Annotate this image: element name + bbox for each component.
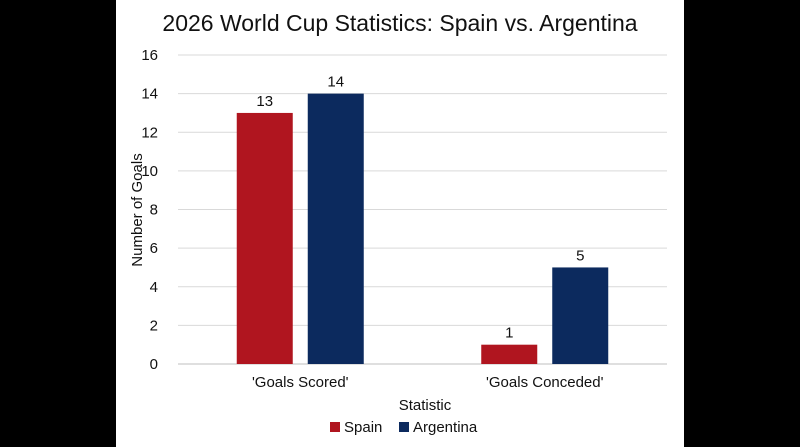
legend-label-spain: Spain bbox=[344, 419, 382, 436]
bars bbox=[236, 93, 609, 364]
y-tick-label: 14 bbox=[141, 86, 158, 103]
bar-spain-0 bbox=[236, 112, 293, 364]
y-tick-label: 12 bbox=[141, 124, 158, 141]
legend-swatch-spain bbox=[330, 422, 340, 432]
x-axis-ticks: 'Goals Scored' 'Goals Conceded' bbox=[252, 374, 604, 391]
y-tick-label: 16 bbox=[141, 47, 158, 64]
y-tick-label: 0 bbox=[150, 356, 158, 373]
x-tick-label: 'Goals Scored' bbox=[252, 374, 349, 391]
legend-swatch-argentina bbox=[399, 422, 409, 432]
y-axis-ticks: 0 2 4 6 8 10 12 14 16 bbox=[141, 47, 158, 373]
bar-argentina-1 bbox=[552, 267, 609, 364]
chart-title: 2026 World Cup Statistics: Spain vs. Arg… bbox=[162, 10, 637, 36]
y-tick-label: 4 bbox=[150, 279, 158, 296]
data-label: 5 bbox=[576, 247, 584, 264]
x-tick-label: 'Goals Conceded' bbox=[486, 374, 604, 391]
y-axis-title: Number of Goals bbox=[129, 153, 146, 266]
y-tick-label: 6 bbox=[150, 240, 158, 257]
data-label: 1 bbox=[505, 325, 513, 342]
y-tick-label: 2 bbox=[150, 317, 158, 334]
chart-panel: 2026 World Cup Statistics: Spain vs. Arg… bbox=[116, 0, 684, 447]
legend: Spain Argentina bbox=[330, 419, 478, 436]
bar-spain-1 bbox=[481, 344, 538, 364]
bar-chart: 2026 World Cup Statistics: Spain vs. Arg… bbox=[129, 10, 667, 436]
bar-argentina-0 bbox=[307, 93, 364, 364]
x-axis-title: Statistic bbox=[399, 397, 452, 414]
data-label: 14 bbox=[327, 74, 344, 91]
data-label: 13 bbox=[256, 93, 273, 110]
legend-label-argentina: Argentina bbox=[413, 419, 478, 436]
y-tick-label: 10 bbox=[141, 163, 158, 180]
y-tick-label: 8 bbox=[150, 202, 158, 219]
